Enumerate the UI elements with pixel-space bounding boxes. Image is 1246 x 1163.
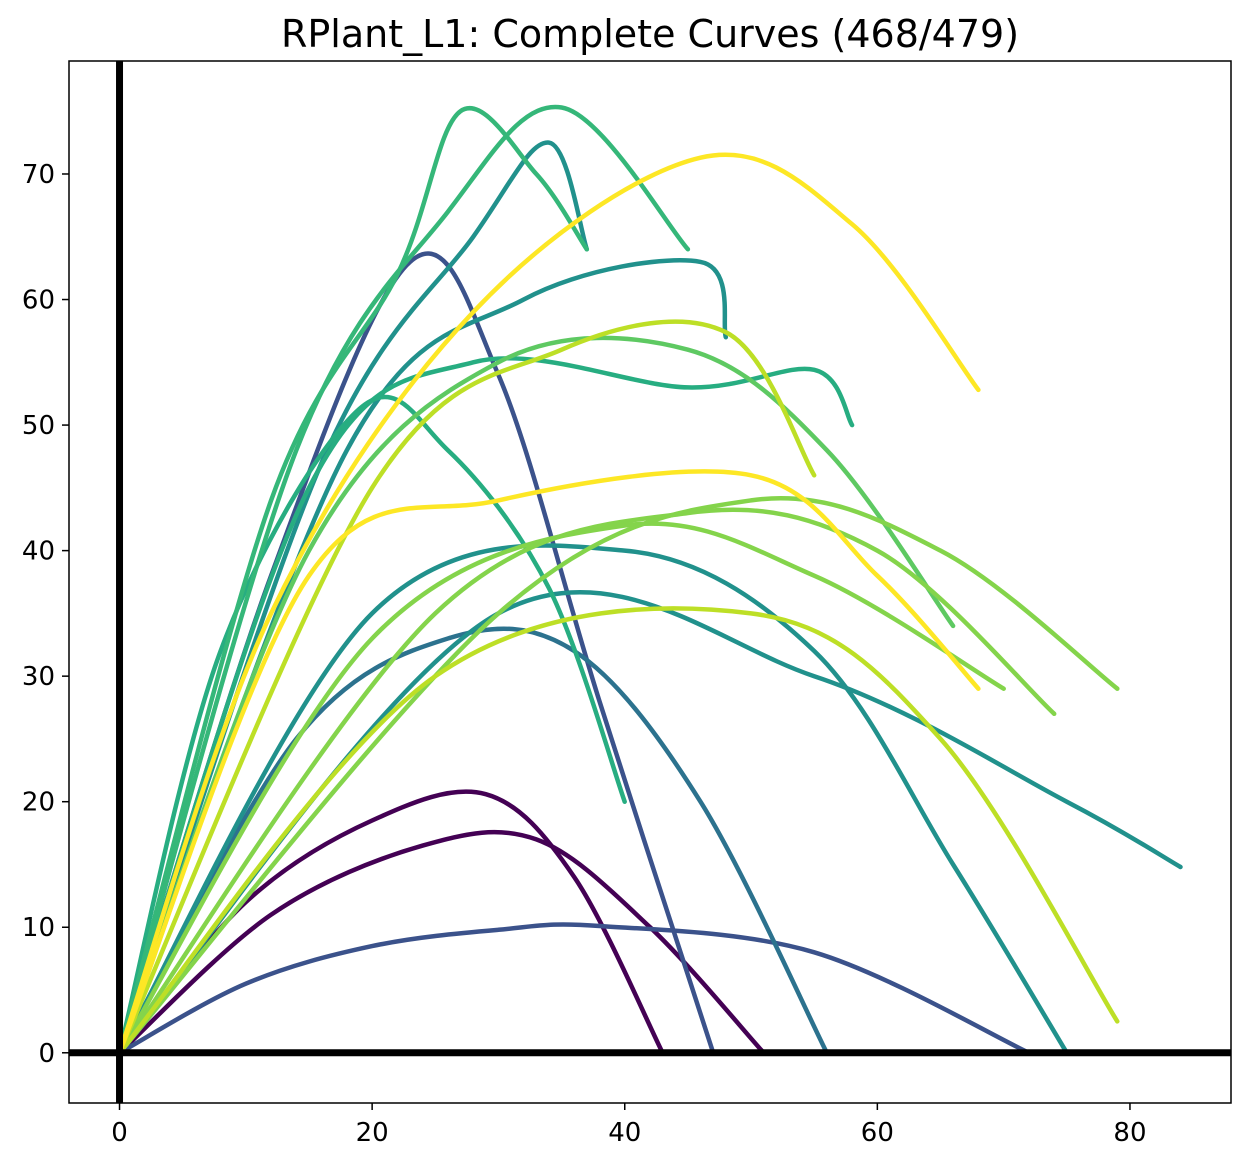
series-line-11: [117, 356, 855, 1056]
series-line-5: [117, 626, 830, 1056]
series-line-1: [117, 789, 665, 1056]
series-line-12: [117, 106, 590, 1056]
series-line-3: [117, 922, 1032, 1056]
series-line-2: [117, 829, 766, 1056]
y-tick-label: 60: [22, 286, 55, 316]
y-tick-label: 50: [22, 411, 55, 441]
x-tick-label: 0: [111, 1118, 128, 1148]
reference-lines: [69, 61, 1231, 1103]
series-line-21: [117, 469, 981, 1056]
x-tick-label: 20: [356, 1118, 389, 1148]
series-line-17: [117, 495, 1120, 1056]
x-axis-ticks: 0 20 40 60 80: [111, 1103, 1147, 1148]
series-line-20: [117, 152, 981, 1056]
chart-title: RPlant_L1: Complete Curves (468/479): [281, 12, 1019, 56]
y-tick-label: 40: [22, 537, 55, 567]
y-tick-label: 30: [22, 662, 55, 692]
series-layer: [117, 104, 1183, 1056]
y-tick-label: 20: [22, 788, 55, 818]
x-tick-label: 60: [861, 1118, 894, 1148]
y-tick-label: 10: [22, 913, 55, 943]
x-tick-label: 40: [608, 1118, 641, 1148]
series-line-16: [117, 507, 1057, 1056]
series-line-8: [117, 543, 1070, 1056]
series-line-18: [117, 606, 1120, 1056]
y-tick-label: 0: [38, 1039, 55, 1069]
series-line-19: [117, 319, 817, 1056]
series-line-13: [117, 104, 691, 1056]
series-line-9: [117, 590, 1183, 1056]
y-axis-ticks: 0 10 20 30 40 50 60 70: [22, 160, 69, 1069]
y-tick-label: 70: [22, 160, 55, 190]
plot-frame: [68, 60, 1232, 1104]
series-line-14: [117, 335, 956, 1056]
x-tick-label: 80: [1113, 1118, 1146, 1148]
